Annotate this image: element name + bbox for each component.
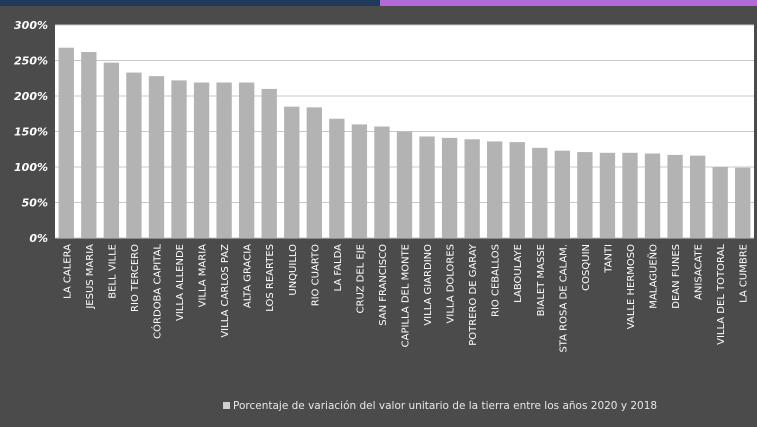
bar <box>58 47 74 238</box>
bar <box>126 72 142 238</box>
y-tick-label: 150% <box>14 126 48 139</box>
bar <box>599 152 616 238</box>
bar <box>81 51 97 239</box>
bar <box>464 139 480 238</box>
x-tick-label: MALAGUEÑO <box>647 244 660 309</box>
x-tick-label: LA CUMBRE <box>739 244 750 303</box>
bar <box>238 82 255 238</box>
x-tick-label: CRUZ DEL EJE <box>355 244 366 313</box>
y-axis-ticks: 0% 50% 100% 150% 200% 250% 300% <box>14 19 48 245</box>
x-tick-label: LABOULAYE <box>513 244 524 303</box>
bar <box>171 80 187 238</box>
x-tick-label: COSQUIN <box>581 244 592 291</box>
bar <box>284 106 300 239</box>
bar <box>193 82 210 238</box>
x-tick-label: VILLA MARIA <box>198 244 209 308</box>
bar <box>396 131 413 238</box>
bar <box>667 154 683 238</box>
bar <box>441 137 458 238</box>
x-tick-label: RIO CEBALLOS <box>491 244 502 317</box>
x-tick-label: UNQUILLO <box>288 244 299 296</box>
y-tick-label: 0% <box>29 232 48 245</box>
top-accent-bar-right <box>380 0 757 6</box>
x-tick-label: LA CALERA <box>62 244 73 299</box>
bar <box>487 141 503 238</box>
y-tick-label: 250% <box>14 55 48 68</box>
bar <box>532 147 548 238</box>
x-tick-label: CAPILLA DEL MONTE <box>401 244 412 347</box>
x-tick-label: VALLE HERMOSO <box>626 244 637 329</box>
y-tick-label: 200% <box>14 90 48 103</box>
bar <box>103 62 120 238</box>
x-tick-label: TANTI <box>603 244 614 274</box>
x-tick-label: ALTA GRACIA <box>243 244 254 308</box>
x-tick-label: POTRERO DE GARAY <box>468 243 479 346</box>
x-tick-label: VILLA DOLORES <box>446 244 457 323</box>
legend: Porcentaje de variación del valor unitar… <box>223 400 657 412</box>
bar <box>689 155 706 238</box>
x-tick-label: STA ROSA DE CALAM. <box>558 244 569 353</box>
x-axis-ticks: LA CALERA JESUS MARIA BELL VILLE RIO TERCER… <box>62 243 749 352</box>
bar <box>644 153 661 238</box>
x-tick-label: VILLA GIARDINO <box>423 244 434 326</box>
x-tick-label: BELL VILLE <box>107 244 118 299</box>
bar <box>735 167 751 238</box>
x-tick-label: SAN FRANCISCO <box>378 244 389 326</box>
bar <box>509 142 525 238</box>
bar <box>351 124 368 238</box>
x-tick-label: VILLA ALLENDE <box>175 244 186 321</box>
x-tick-label: VILLA CARLOS PAZ <box>220 244 231 338</box>
x-tick-label: JESUS MARIA <box>85 244 96 310</box>
bars <box>58 47 751 239</box>
bar <box>306 107 322 238</box>
x-tick-label: BIALET MASSE <box>536 244 547 316</box>
bar <box>622 152 638 238</box>
bar <box>712 167 728 238</box>
bar <box>148 76 165 239</box>
y-tick-label: 300% <box>14 19 48 32</box>
top-accent-bar-left <box>0 0 380 6</box>
legend-label: Porcentaje de variación del valor unitar… <box>233 400 657 412</box>
bar <box>261 88 277 239</box>
x-tick-label: CÓRDOBA CAPITAL <box>150 244 163 339</box>
x-tick-label: RIO TERCERO <box>130 244 141 312</box>
bar <box>216 82 232 238</box>
x-tick-label: LOS REARTES <box>265 244 276 312</box>
x-tick-label: DEAN FUNES <box>671 244 682 309</box>
bar <box>577 152 593 238</box>
x-tick-label: VILLA DEL TOTORAL <box>716 244 727 345</box>
y-tick-label: 100% <box>14 161 48 174</box>
x-tick-label: ANISACATE <box>694 244 705 300</box>
bar <box>419 136 435 238</box>
x-tick-label: LA FALDA <box>333 244 344 292</box>
bar <box>374 126 390 238</box>
x-tick-label: RIO CUARTO <box>310 244 321 306</box>
y-tick-label: 50% <box>22 197 48 210</box>
legend-swatch <box>223 402 230 409</box>
bar <box>554 150 571 238</box>
bar <box>329 118 345 238</box>
